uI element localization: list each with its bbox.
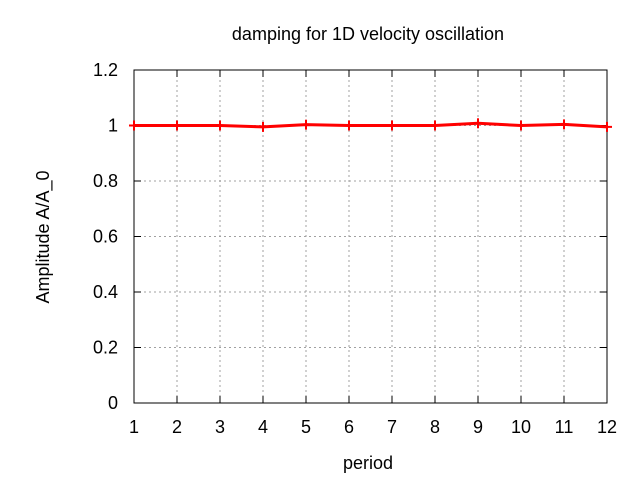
series-group bbox=[129, 118, 612, 132]
series-line bbox=[134, 121, 608, 129]
data-point bbox=[129, 120, 139, 131]
x-tick-label: 1 bbox=[129, 417, 139, 437]
data-point bbox=[387, 120, 397, 131]
data-point bbox=[430, 120, 440, 131]
x-tick-label: 7 bbox=[387, 417, 397, 437]
y-tick-label: 0.6 bbox=[93, 227, 118, 247]
x-axis-tick-labels: 1 2 3 4 5 6 7 8 9 10 11 12 bbox=[129, 417, 617, 437]
x-tick-label: 5 bbox=[301, 417, 311, 437]
x-axis-label: period bbox=[343, 453, 393, 473]
data-point bbox=[301, 119, 311, 130]
data-point bbox=[215, 120, 225, 131]
data-point bbox=[258, 121, 268, 132]
y-tick-label: 1 bbox=[108, 116, 118, 136]
data-point bbox=[473, 118, 483, 129]
x-tick-label: 8 bbox=[430, 417, 440, 437]
y-axis-label: Amplitude A/A_0 bbox=[33, 170, 54, 303]
x-tick-label: 6 bbox=[344, 417, 354, 437]
data-point bbox=[172, 120, 182, 131]
data-point bbox=[516, 120, 526, 131]
x-tick-label: 3 bbox=[215, 417, 225, 437]
x-tick-label: 4 bbox=[258, 417, 268, 437]
x-tick-label: 10 bbox=[511, 417, 531, 437]
y-tick-label: 0.8 bbox=[93, 171, 118, 191]
x-tick-label: 9 bbox=[473, 417, 483, 437]
y-tick-label: 0.2 bbox=[93, 338, 118, 358]
x-tick-label: 12 bbox=[597, 417, 617, 437]
data-point bbox=[559, 119, 569, 130]
y-axis-tick-labels: 0 0.2 0.4 0.6 0.8 1 1.2 bbox=[93, 60, 118, 413]
y-tick-label: 0.4 bbox=[93, 282, 118, 302]
x-tick-label: 2 bbox=[172, 417, 182, 437]
data-point bbox=[344, 120, 354, 131]
chart-title: damping for 1D velocity oscillation bbox=[232, 24, 504, 44]
y-tick-label: 0 bbox=[108, 393, 118, 413]
x-tick-label: 11 bbox=[555, 417, 574, 437]
y-tick-label: 1.2 bbox=[93, 60, 118, 80]
data-point bbox=[602, 121, 612, 132]
